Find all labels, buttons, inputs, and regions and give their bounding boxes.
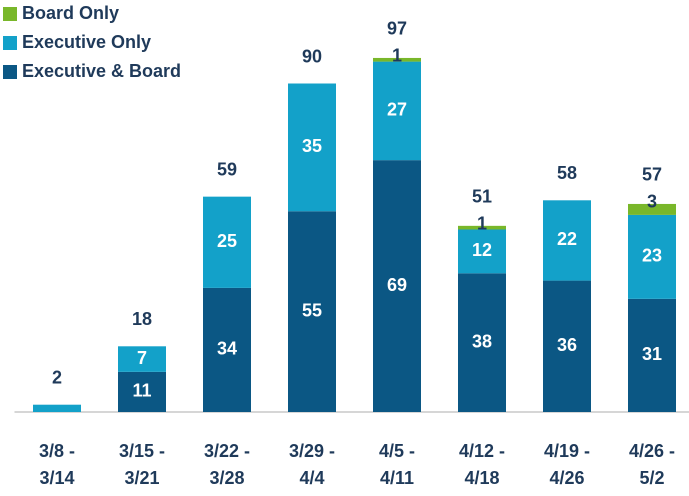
data-label: 55 (302, 300, 322, 320)
bar-segment (288, 211, 336, 412)
total-label: 90 (302, 46, 322, 66)
data-label: 31 (642, 344, 662, 364)
total-label: 97 (387, 19, 407, 39)
x-tick-label: 4/18 (464, 468, 499, 488)
bar-segment (458, 229, 506, 274)
bar-segment (628, 203, 676, 215)
x-tick-label: 3/22 - (204, 441, 250, 461)
data-label: 3 (647, 192, 657, 212)
legend-swatch (3, 36, 17, 50)
data-label: 38 (472, 331, 492, 351)
total-label: 59 (217, 159, 237, 179)
data-label: 69 (387, 275, 407, 295)
x-tick-label: 4/12 - (459, 441, 505, 461)
total-label: 57 (642, 165, 662, 185)
legend-label: Board Only (22, 3, 119, 23)
x-tick-label: 3/15 - (119, 441, 165, 461)
bar-segment (288, 83, 336, 212)
data-label: 1 (477, 214, 487, 234)
data-label: 36 (557, 335, 577, 355)
data-label: 34 (217, 339, 237, 359)
x-tick-label: 4/26 (549, 468, 584, 488)
x-tick-label: 3/21 (124, 468, 159, 488)
data-label: 22 (557, 229, 577, 249)
bar-segment (373, 61, 421, 161)
x-tick-label: 3/29 - (289, 441, 335, 461)
data-label: 27 (387, 100, 407, 120)
data-label: 1 (392, 46, 402, 66)
bar-segment (543, 280, 591, 412)
bar-segment (458, 273, 506, 412)
x-tick-label: 3/14 (39, 468, 74, 488)
bar-segment (628, 214, 676, 299)
bar-segment (373, 57, 421, 62)
x-tick-label: 3/8 - (39, 441, 75, 461)
bar-segment (373, 160, 421, 412)
bar-segment (203, 287, 251, 412)
total-label: 51 (472, 187, 492, 207)
x-tick-label: 3/28 (209, 468, 244, 488)
x-tick-label: 5/2 (639, 468, 664, 488)
data-label: 25 (217, 231, 237, 251)
bar-segment (118, 346, 166, 372)
data-label: 12 (472, 240, 492, 260)
total-label: 2 (52, 367, 62, 387)
legend-label: Executive & Board (22, 61, 181, 81)
bar-segment (118, 371, 166, 412)
x-tick-label: 4/26 - (629, 441, 675, 461)
data-label: 23 (642, 246, 662, 266)
legend-label: Executive Only (22, 32, 151, 52)
bar-segment (628, 298, 676, 412)
x-tick-label: 4/19 - (544, 441, 590, 461)
data-label: 7 (137, 348, 147, 368)
bar-segment (458, 225, 506, 230)
total-label: 18 (132, 309, 152, 329)
x-tick-label: 4/4 (299, 468, 324, 488)
x-tick-label: 4/11 (380, 468, 414, 488)
bar-segment (543, 200, 591, 281)
data-label: 35 (302, 136, 322, 156)
bar-segment (33, 404, 81, 412)
data-label: 11 (132, 381, 151, 401)
x-tick-label: 4/5 - (379, 441, 415, 461)
legend-swatch (3, 7, 17, 21)
legend-swatch (3, 65, 17, 79)
bar-segment (203, 196, 251, 288)
total-label: 58 (557, 163, 577, 183)
